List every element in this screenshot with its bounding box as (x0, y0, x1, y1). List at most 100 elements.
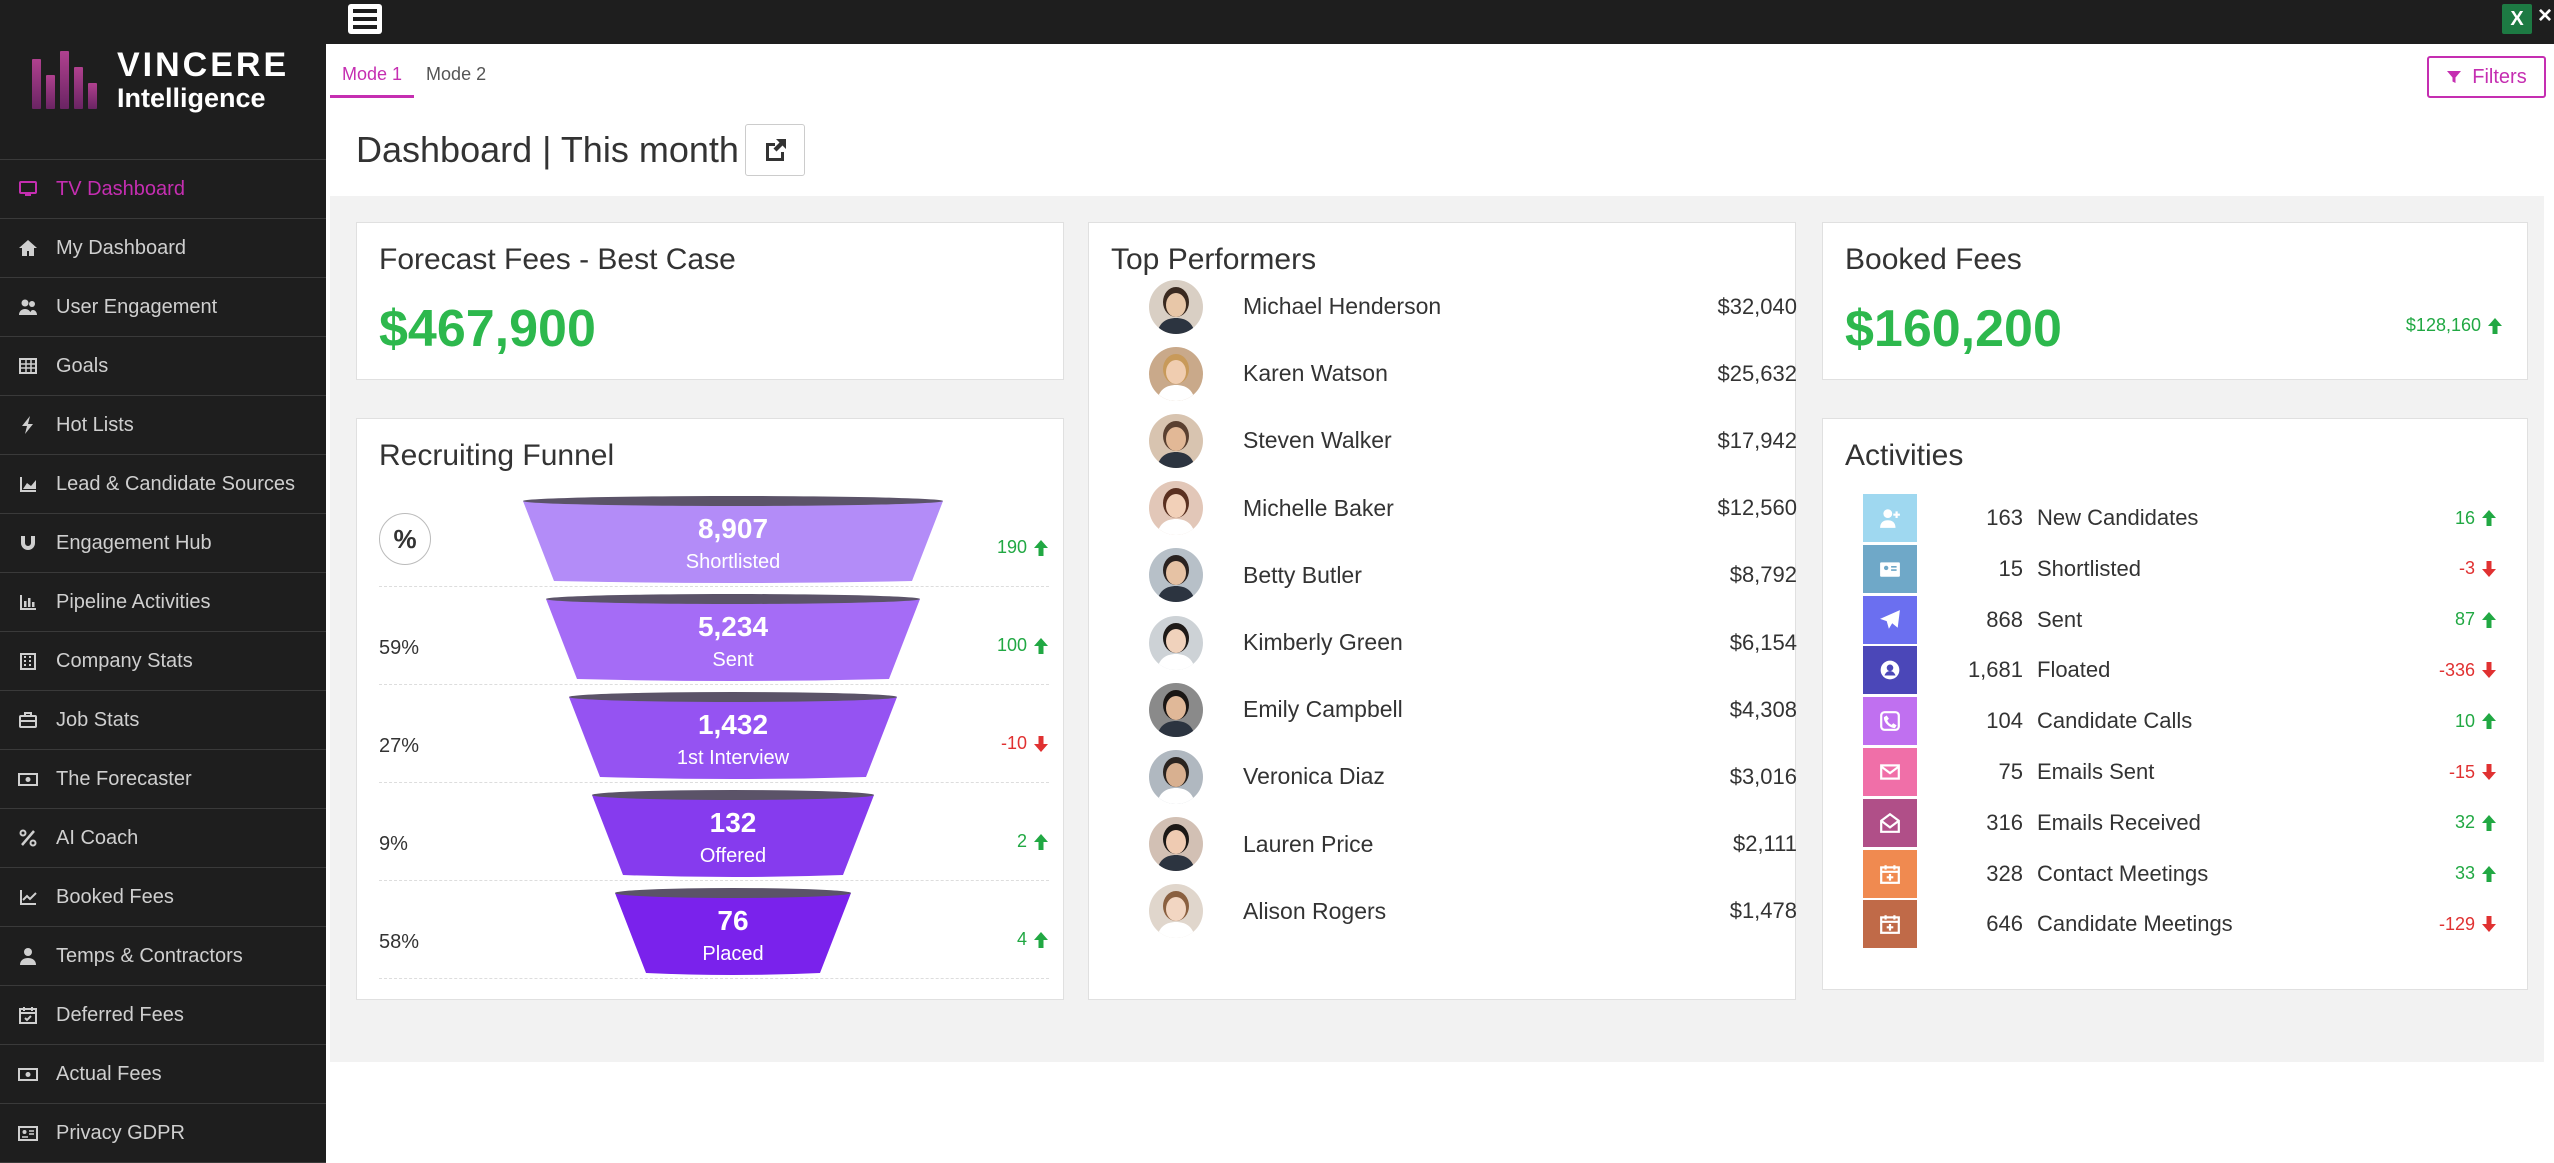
sidebar-item-label: Pipeline Activities (56, 590, 211, 613)
close-icon[interactable]: × (2537, 2, 2552, 29)
sidebar-item-actual-fees[interactable]: Actual Fees (0, 1045, 326, 1104)
performer-fee: $17,942 (1717, 427, 1797, 453)
performer-row[interactable]: Lauren Price $2,111 (1149, 811, 1797, 878)
activity-count: 163 (1986, 505, 2023, 530)
activity-row[interactable]: 15 Shortlisted -3 (1863, 544, 2497, 594)
performer-name: Betty Butler (1243, 561, 1362, 588)
sidebar-item-booked-fees[interactable]: Booked Fees (0, 868, 326, 927)
funnel-stage-label: Shortlisted (685, 551, 781, 573)
activity-change: 32 (2455, 812, 2497, 833)
performer-name: Michelle Baker (1243, 494, 1394, 521)
activity-row[interactable]: 75 Emails Sent -15 (1863, 747, 2497, 797)
performer-row[interactable]: Veronica Diaz $3,016 (1149, 743, 1797, 810)
sidebar-item-ai-coach[interactable]: AI Coach (0, 809, 326, 868)
sidebar-item-privacy-gdpr[interactable]: Privacy GDPR (0, 1104, 326, 1163)
activity-change-value: 16 (2454, 507, 2475, 528)
hamburger-menu-icon[interactable] (348, 4, 382, 34)
activity-change-value: -129 (2438, 913, 2475, 934)
activity-label: Sent (2037, 606, 2083, 632)
page-header: Dashboard | This month (356, 124, 805, 176)
sidebar-item-user-engagement[interactable]: User Engagement (0, 278, 326, 337)
user-circle-icon (1863, 646, 1917, 695)
sidebar-item-label: TV Dashboard (56, 177, 185, 200)
area-chart-icon (16, 472, 40, 496)
sidebar-item-the-forecaster[interactable]: The Forecaster (0, 750, 326, 809)
activity-row[interactable]: 646 Candidate Meetings -129 (1863, 899, 2497, 949)
performer-name: Karen Watson (1243, 360, 1388, 387)
activity-change-value: 32 (2454, 812, 2475, 833)
performer-fee: $6,154 (1729, 629, 1797, 655)
forecast-title: Forecast Fees - Best Case (379, 243, 736, 276)
sidebar-item-my-dashboard[interactable]: My Dashboard (0, 219, 326, 278)
logo-bars-icon (32, 50, 97, 109)
funnel-stage: 27% 1,432 1st Interview -10 (379, 691, 1049, 783)
logo-subtitle: Intelligence (117, 82, 266, 113)
funnel-stage-label: 1st Interview (676, 747, 790, 769)
activity-row[interactable]: 1,681 Floated -336 (1863, 645, 2497, 695)
funnel-segment (592, 790, 874, 877)
sidebar-item-job-stats[interactable]: Job Stats (0, 691, 326, 750)
performer-row[interactable]: Michelle Baker $12,560 (1149, 475, 1797, 542)
funnel-segment (569, 692, 897, 779)
percent-toggle-button[interactable]: % (379, 513, 431, 565)
sidebar-item-goals[interactable]: Goals (0, 337, 326, 396)
funnel-segment-rim (569, 692, 897, 702)
external-link-icon (765, 139, 786, 161)
magnet-icon (16, 531, 40, 555)
performer-row[interactable]: Karen Watson $25,632 (1149, 340, 1797, 407)
activity-label: New Candidates (2037, 505, 2199, 530)
funnel-change-value: 100 (996, 635, 1027, 655)
performer-row[interactable]: Kimberly Green $6,154 (1149, 609, 1797, 676)
activity-label: Floated (2037, 657, 2111, 683)
performer-row[interactable]: Emily Campbell $4,308 (1149, 676, 1797, 743)
avatar (1149, 481, 1203, 536)
activity-row[interactable]: 868 Sent 87 (1863, 595, 2497, 645)
tab-mode-1[interactable]: Mode 1 (330, 58, 415, 98)
performer-name: Steven Walker (1243, 427, 1392, 454)
sidebar-item-tv-dashboard[interactable]: TV Dashboard (0, 160, 326, 219)
calendar-check-icon (16, 1003, 40, 1027)
performer-row[interactable]: Michael Henderson $32,040 (1149, 273, 1797, 340)
percent-icon (16, 826, 40, 850)
performer-row[interactable]: Alison Rogers $1,478 (1149, 878, 1797, 945)
performer-name: Lauren Price (1243, 830, 1374, 857)
performer-fee: $8,792 (1729, 562, 1797, 588)
performer-fee: $3,016 (1729, 763, 1797, 789)
app-logo[interactable]: VINCERE Intelligence (0, 0, 326, 160)
funnel-segment-rim (546, 594, 920, 604)
avatar (1149, 682, 1203, 737)
user-plus-icon (1863, 494, 1917, 542)
tab-mode-2[interactable]: Mode 2 (426, 64, 487, 84)
activity-row[interactable]: 316 Emails Received 32 (1863, 798, 2497, 848)
sidebar-item-company-stats[interactable]: Company Stats (0, 632, 326, 691)
sidebar-item-temps-contractors[interactable]: Temps & Contractors (0, 927, 326, 986)
filters-button[interactable]: Filters (2427, 56, 2546, 98)
sidebar-item-engagement-hub[interactable]: Engagement Hub (0, 514, 326, 573)
avatar (1149, 884, 1203, 939)
sidebar-item-label: Deferred Fees (56, 1003, 184, 1026)
funnel-stage-change: -10 (1001, 733, 1049, 754)
activity-row[interactable]: 104 Candidate Calls 10 (1863, 696, 2497, 746)
performer-row[interactable]: Betty Butler $8,792 (1149, 542, 1797, 609)
performer-name: Michael Henderson (1243, 293, 1442, 319)
building-icon (16, 649, 40, 673)
funnel-segment-body (615, 893, 851, 975)
funnel-segment-rim (615, 888, 851, 898)
sidebar-item-deferred-fees[interactable]: Deferred Fees (0, 986, 326, 1045)
open-external-button[interactable] (744, 124, 805, 176)
sidebar-item-hot-lists[interactable]: Hot Lists (0, 396, 326, 455)
activity-count: 328 (1986, 860, 2023, 886)
sidebar-item-lead-candidate-sources[interactable]: Lead & Candidate Sources (0, 455, 326, 514)
performer-row[interactable]: Steven Walker $17,942 (1149, 407, 1797, 474)
excel-export-icon[interactable]: X (2502, 4, 2532, 34)
bar-chart-icon (16, 590, 40, 614)
arrow-up-icon (2487, 317, 2503, 335)
performer-fee: $25,632 (1717, 360, 1797, 386)
top-performers-card: Top Performers Michael Henderson $32,040 K… (1088, 222, 1797, 1000)
sidebar-item-pipeline-activities[interactable]: Pipeline Activities (0, 573, 326, 632)
table-icon (16, 354, 40, 378)
activity-change-value: 87 (2454, 609, 2475, 630)
activity-row[interactable]: 328 Contact Meetings 33 (1863, 849, 2497, 899)
activity-row[interactable]: 163 New Candidates 16 (1863, 493, 2497, 543)
funnel-stage-value: 8,907 (697, 513, 769, 544)
